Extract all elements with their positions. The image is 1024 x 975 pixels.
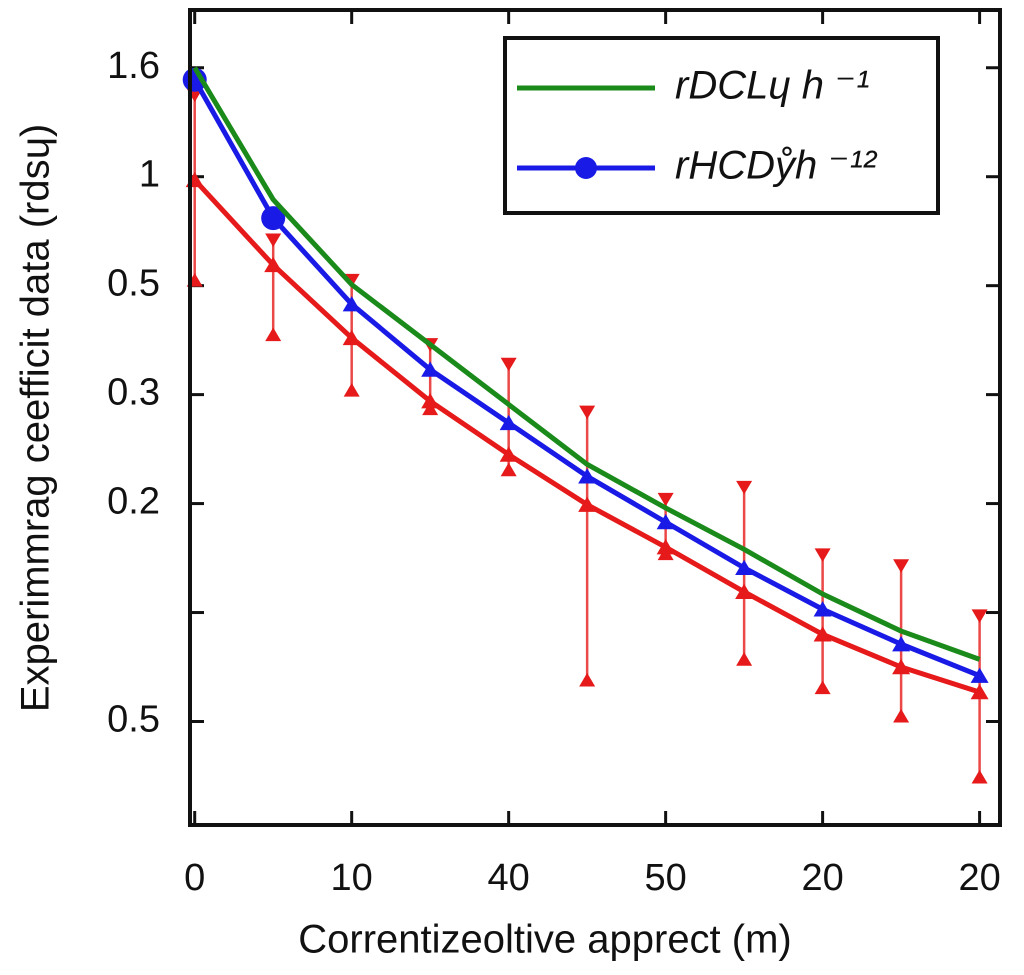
legend-label: rHCDẙh ⁻¹² bbox=[675, 144, 878, 188]
point bbox=[892, 636, 911, 652]
point bbox=[261, 206, 286, 231]
error-cap bbox=[971, 769, 988, 784]
y-tick-label: 0.5 bbox=[107, 263, 160, 305]
legend-box bbox=[503, 36, 940, 215]
x-tick-label: 40 bbox=[488, 857, 530, 899]
point bbox=[578, 468, 597, 484]
error-cap bbox=[343, 383, 360, 397]
point bbox=[342, 296, 361, 312]
y-tick-label: 1.6 bbox=[107, 45, 160, 87]
point bbox=[421, 393, 440, 409]
error-cap bbox=[814, 548, 831, 562]
y-tick-label: 1 bbox=[139, 154, 160, 196]
point bbox=[735, 559, 754, 576]
point bbox=[578, 496, 597, 512]
error-cap bbox=[893, 708, 910, 723]
x-axis-label: Correntizeoltive apprect (m) bbox=[298, 918, 792, 962]
point bbox=[656, 513, 675, 530]
point bbox=[342, 329, 361, 346]
error-cap bbox=[422, 401, 439, 416]
error-cap bbox=[736, 480, 753, 495]
error-cap bbox=[814, 680, 831, 695]
point bbox=[735, 583, 754, 600]
point bbox=[970, 667, 989, 683]
y-tick-label: 0.3 bbox=[107, 372, 160, 414]
point bbox=[499, 414, 518, 431]
x-tick-label: 0 bbox=[184, 857, 205, 899]
error-cap bbox=[265, 233, 282, 248]
point bbox=[813, 626, 832, 642]
point bbox=[813, 601, 832, 617]
point bbox=[421, 361, 440, 377]
y-tick-label: 0.5 bbox=[107, 699, 160, 741]
point bbox=[892, 658, 911, 675]
error-cap bbox=[971, 609, 988, 624]
legend-label: rDCLɥ h ⁻¹ bbox=[675, 64, 870, 108]
error-cap bbox=[579, 672, 596, 687]
error-cap bbox=[893, 559, 910, 573]
error-cap bbox=[265, 327, 282, 342]
error-cap bbox=[500, 357, 517, 372]
x-tick-label: 20 bbox=[958, 857, 1000, 899]
error-cap bbox=[500, 462, 517, 477]
point bbox=[264, 256, 283, 273]
x-tick-label: 10 bbox=[331, 857, 373, 899]
x-tick-label: 20 bbox=[801, 857, 843, 899]
point bbox=[970, 683, 989, 700]
point bbox=[499, 446, 518, 462]
legend-marker bbox=[575, 157, 597, 179]
series-line bbox=[192, 66, 981, 662]
x-tick-label: 50 bbox=[644, 857, 686, 899]
error-cap bbox=[657, 492, 674, 507]
y-tick-label: 0.2 bbox=[107, 481, 160, 523]
plot-frame bbox=[188, 8, 1002, 827]
point bbox=[656, 539, 675, 555]
error-cap bbox=[579, 405, 596, 420]
y-axis-label: Experimmrag ceefficit data (rdsɥ) bbox=[14, 124, 58, 712]
error-cap bbox=[736, 652, 753, 666]
